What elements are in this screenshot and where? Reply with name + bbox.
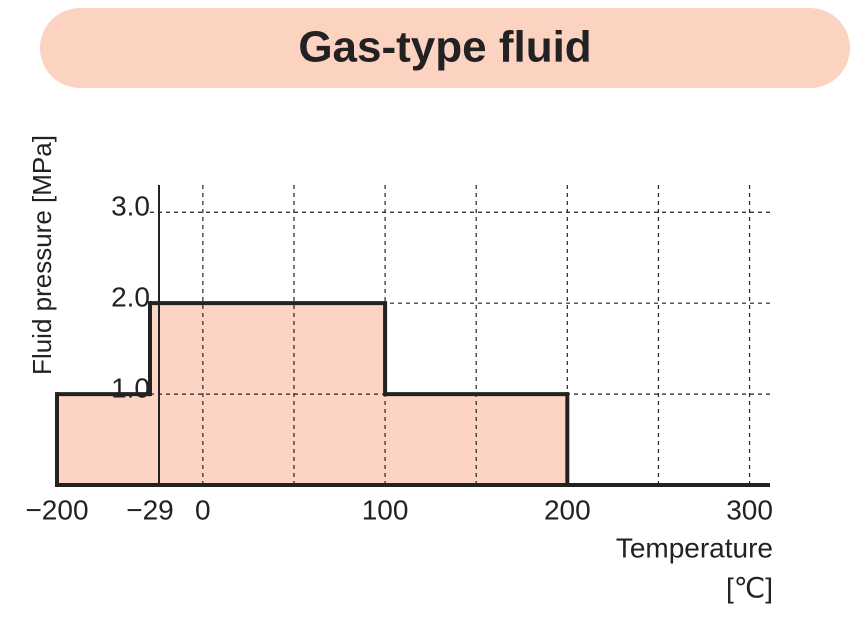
y-tick-label: 3.0	[111, 191, 150, 222]
x-tick-label: 0	[195, 494, 211, 525]
step-area	[57, 394, 150, 485]
x-tick-label: −200	[25, 494, 88, 525]
step-area	[385, 394, 568, 485]
x-axis-label: Temperature	[616, 532, 773, 563]
chart-title: Gas-type fluid	[298, 23, 591, 72]
x-axis-unit: [℃]	[726, 572, 773, 603]
x-tick-label: 100	[362, 494, 409, 525]
y-tick-label: 2.0	[111, 282, 150, 313]
y-axis-label: Fluid pressure [MPa]	[27, 135, 57, 375]
title-background	[40, 8, 850, 88]
x-tick-label: 200	[544, 494, 591, 525]
y-tick-label: 1.0	[111, 372, 150, 403]
x-tick-label: 300	[726, 494, 773, 525]
x-tick-label: −29	[126, 494, 174, 525]
